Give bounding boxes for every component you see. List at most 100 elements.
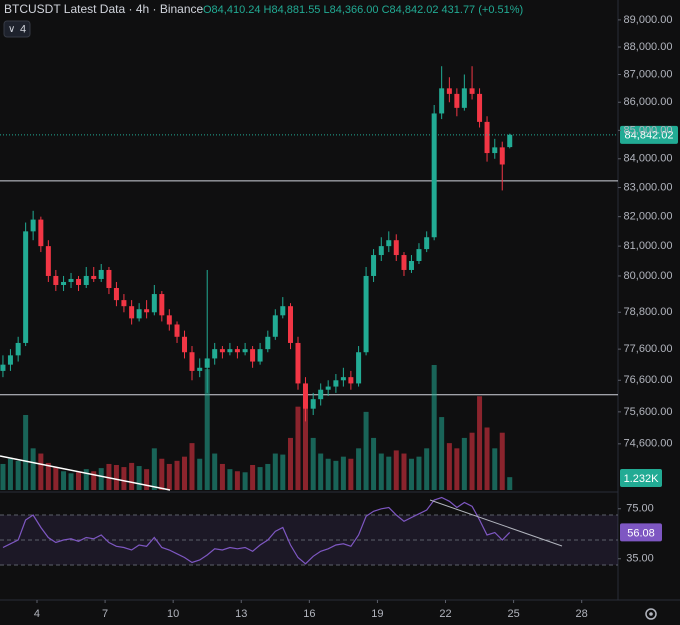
y-tick-label: 80,000.00 [624,270,673,282]
volume-bar [136,466,142,490]
volume-bar [477,396,483,490]
candle-body [272,315,278,337]
candle-body [265,336,271,350]
candle-body [189,352,195,371]
x-tick-label: 25 [507,608,519,620]
symbol-title: BTCUSDT Latest Data · 4h · Binance [4,2,204,16]
volume-bar [280,454,286,490]
volume-bar [424,448,430,490]
volume-bar [227,469,233,490]
candle-body [30,219,36,232]
volume-bar [121,467,127,490]
volume-bar [0,463,6,490]
volume-bar [182,456,188,490]
candle-body [477,93,483,122]
volume-bar [356,448,362,490]
candle-body [83,275,89,285]
y-tick-label: 83,000.00 [624,181,673,193]
volume-bar [378,453,384,490]
volume-bar [461,437,467,490]
volume-bar [242,472,248,490]
volume-bar [484,427,490,490]
rsi-tick-label: 35.00 [626,553,654,565]
volume-bar [318,453,324,490]
x-tick-label: 4 [34,608,40,620]
volume-bar [234,471,240,490]
candle-body [318,389,324,400]
x-tick-label: 10 [167,608,179,620]
candle-body [431,113,437,238]
candle-body [295,342,301,384]
volume-bar [416,456,422,490]
volume-bar [159,458,165,490]
indicator-toggle[interactable] [3,20,31,38]
volume-bar [302,391,308,490]
candle-body [91,275,97,279]
volume-bar [348,458,354,490]
candle-body [492,147,498,154]
candle-body [386,240,392,247]
candle-body [38,219,44,247]
candle-body [340,377,346,381]
candle-body [121,300,127,307]
volume-bar [408,458,414,490]
candle-body [15,342,21,356]
candle-body [363,275,369,353]
candle-body [113,288,119,301]
candle-body [197,367,203,371]
candle-body [348,377,354,384]
volume-bar [23,415,29,490]
candle-body [333,380,339,387]
volume-bar [61,471,67,490]
volume-bar [371,437,377,490]
volume-bar [204,369,210,490]
candle-body [371,255,377,276]
candle-body [212,349,218,359]
ohlc-values: O84,410.24 H84,881.55 L84,366.00 C84,842… [203,4,523,16]
y-tick-label: 76,600.00 [624,374,673,386]
candle-body [356,352,362,384]
volume-bar [151,448,157,490]
x-tick-label: 22 [439,608,451,620]
y-tick-label: 87,000.00 [624,68,673,80]
candle-body [393,240,399,256]
x-tick-label: 19 [371,608,383,620]
y-tick-label: 78,800.00 [624,306,673,318]
volume-bar [492,448,498,490]
volume-bar [257,467,263,490]
volume-bar [197,458,203,490]
candle-body [242,349,248,353]
y-tick-label: 88,000.00 [624,41,673,53]
candle-body [53,275,59,285]
candle-body [98,269,104,279]
settings-icon[interactable] [645,608,657,620]
candle-body [166,315,172,325]
x-tick-label: 16 [303,608,315,620]
volume-bar [212,453,218,490]
candle-body [408,261,414,270]
candle-body [106,269,112,289]
candle-body [416,249,422,262]
volume-bar [340,456,346,490]
volume-bar [363,411,369,490]
volume-bar [219,463,225,490]
y-tick-label: 75,600.00 [624,406,673,418]
y-tick-label: 81,000.00 [624,240,673,252]
candle-body [499,147,505,165]
volume-bar [68,473,74,490]
y-tick-label: 74,600.00 [624,438,673,450]
volume-bar [454,448,460,490]
candle-body [280,306,286,316]
volume-bar [174,460,180,490]
volume-bar [265,463,271,490]
settings-icon-center [649,612,653,616]
volume-bar [401,453,407,490]
volume-bar [144,469,150,490]
candle-body [144,309,150,313]
rsi-line [2,496,511,565]
candle-body [484,121,490,154]
y-tick-label: 77,600.00 [624,343,673,355]
candle-body [0,364,6,371]
candle-body [302,383,308,409]
